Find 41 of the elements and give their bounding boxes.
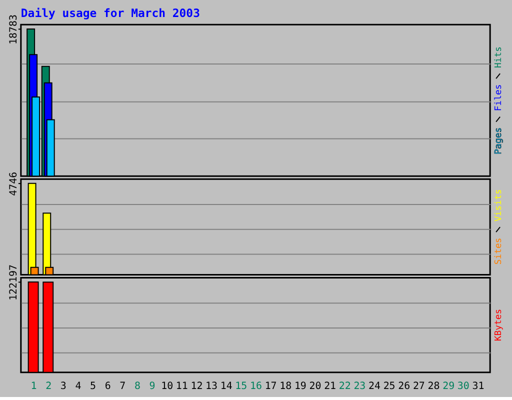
x-tick-label: 7 xyxy=(120,380,126,392)
x-tick-label: 5 xyxy=(90,380,96,392)
x-tick-label: 10 xyxy=(161,380,174,392)
x-tick-label: 23 xyxy=(354,380,366,392)
x-tick-label: 12 xyxy=(190,380,203,392)
x-tick-label: 28 xyxy=(428,380,440,392)
legend-label: Pages xyxy=(494,127,504,154)
y-tick-label: 4746 xyxy=(8,172,20,196)
x-tick-label: 18 xyxy=(280,380,292,392)
text: Sites xyxy=(494,238,504,265)
x-tick-label: 19 xyxy=(294,380,306,392)
x-tick-label: 25 xyxy=(383,380,396,392)
x-tick-label: 21 xyxy=(324,380,336,392)
text: Hits xyxy=(494,46,504,68)
x-tick-label: 14 xyxy=(220,380,232,392)
x-tick-label: 30 xyxy=(457,380,470,392)
x-tick-label: 13 xyxy=(206,380,218,392)
x-tick-label: 16 xyxy=(250,380,262,392)
x-tick-label: 27 xyxy=(412,380,425,392)
x-tick-label: 6 xyxy=(104,380,111,392)
chart-title: Daily usage for March 2003 xyxy=(20,6,200,20)
y-tick-label: 122197 xyxy=(8,264,20,300)
x-tick-label: 31 xyxy=(472,380,484,392)
x-tick-label: 22 xyxy=(338,380,351,392)
x-tick-label: 8 xyxy=(134,380,140,392)
x-tick-label: 24 xyxy=(368,380,381,392)
x-tick-label: 26 xyxy=(398,380,410,392)
x-tick-label: 20 xyxy=(309,380,322,392)
text: Visits xyxy=(494,189,504,222)
x-tick-label: 11 xyxy=(176,380,188,392)
x-tick-label: 9 xyxy=(149,380,156,392)
x-tick-label: 4 xyxy=(75,380,82,392)
x-tick-label: 15 xyxy=(235,380,248,392)
x-tick-label: 17 xyxy=(264,380,277,392)
x-tick-label: 1 xyxy=(30,380,37,392)
text: KBytes xyxy=(494,308,504,342)
x-tick-label: 29 xyxy=(442,380,455,392)
x-tick-label: 3 xyxy=(60,380,66,392)
y-tick-label: 18783 xyxy=(8,14,20,44)
x-tick-label: 2 xyxy=(46,380,52,392)
legend-label: Files xyxy=(494,84,504,112)
